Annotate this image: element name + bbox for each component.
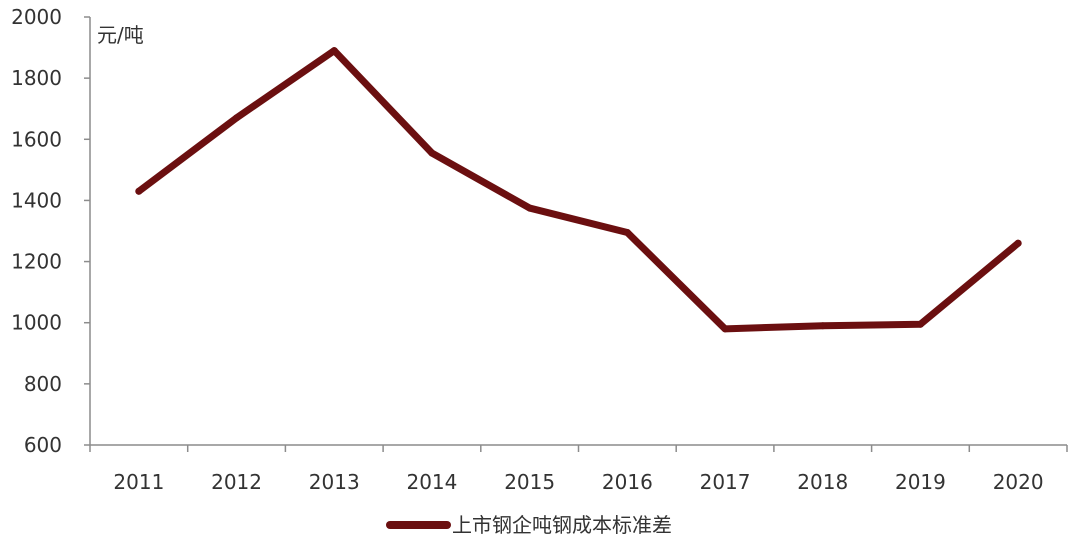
y-tick-label: 1200 <box>11 250 62 274</box>
y-axis: 600 800 1000 1200 1400 1600 1800 2000 <box>11 5 91 457</box>
y-unit-label: 元/吨 <box>97 23 144 47</box>
y-tick-label: 800 <box>24 372 62 396</box>
data-point <box>135 187 143 195</box>
x-tick-label: 2018 <box>797 470 848 494</box>
x-tick-label: 2015 <box>504 470 555 494</box>
legend: 上市钢企吨钢成本标准差 <box>386 513 672 537</box>
data-point <box>428 149 436 157</box>
x-tick-label: 2020 <box>993 470 1044 494</box>
y-tick-label: 1800 <box>11 66 62 90</box>
data-point <box>916 320 924 328</box>
x-tick-label: 2019 <box>895 470 946 494</box>
y-tick-label: 2000 <box>11 5 62 29</box>
y-tick-label: 1400 <box>11 188 62 212</box>
series-layer <box>135 47 1022 333</box>
data-point <box>623 229 631 237</box>
data-point <box>526 204 534 212</box>
x-tick-label: 2017 <box>700 470 751 494</box>
x-tick-label: 2016 <box>602 470 653 494</box>
data-point <box>330 47 338 55</box>
y-tick-label: 1600 <box>11 127 62 151</box>
x-tick-label: 2014 <box>406 470 457 494</box>
legend-label: 上市钢企吨钢成本标准差 <box>452 513 672 537</box>
y-tick-label: 1000 <box>11 311 62 335</box>
series-line <box>135 47 1022 333</box>
x-tick-label: 2012 <box>211 470 262 494</box>
x-axis: 2011 2012 2013 2014 2015 2016 2017 2018 2019 2020 <box>89 444 1068 494</box>
x-tick-label: 2013 <box>309 470 360 494</box>
y-tick-label: 600 <box>24 433 62 457</box>
x-tick-label: 2011 <box>113 470 164 494</box>
data-point <box>819 322 827 330</box>
data-point <box>233 114 241 122</box>
data-point <box>1014 239 1022 247</box>
data-point <box>721 325 729 333</box>
